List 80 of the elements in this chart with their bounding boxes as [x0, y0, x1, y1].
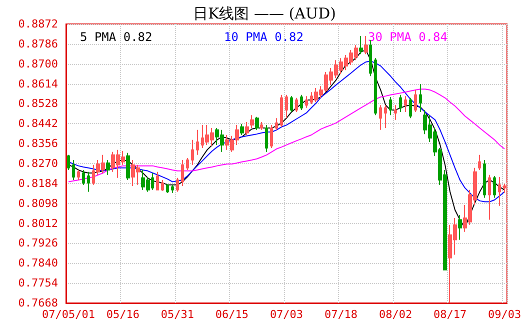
y-tick-label: 0.8700	[18, 57, 58, 70]
candlestick	[166, 184, 169, 194]
y-tick-label: 0.8356	[18, 137, 58, 150]
text: 5 PMA 0.82	[80, 30, 152, 44]
y-tick-label: 0.8184	[18, 176, 58, 190]
x-tick-label: 08/02	[378, 308, 412, 321]
candlestick	[404, 96, 407, 113]
candlestick	[270, 124, 273, 148]
y-tick-label: 0.8442	[18, 117, 58, 130]
candlestick	[255, 116, 259, 130]
candlestick	[458, 214, 462, 240]
text: 10 PMA 0.82	[224, 30, 304, 44]
x-tick-label: 06/15	[215, 308, 249, 321]
candlestick	[359, 36, 363, 55]
candlestick	[305, 96, 308, 108]
y-tick-label: 0.7840	[18, 256, 58, 270]
x-tick-label: 07/05/01	[42, 308, 95, 321]
candlestick	[126, 152, 130, 180]
text: 30 PMA 0.84	[368, 30, 448, 44]
candlestick	[364, 36, 368, 55]
x-tick-label: 07/18	[324, 308, 358, 321]
y-tick-label: 0.8786	[18, 37, 58, 50]
y-tick-label: 0.7754	[18, 276, 58, 290]
candlestick	[186, 157, 189, 170]
candlestick	[384, 104, 387, 129]
candlestick	[196, 129, 199, 156]
candlestick	[265, 124, 268, 152]
line-series	[68, 49, 506, 228]
line-series	[68, 60, 506, 202]
candlestick	[399, 94, 402, 113]
candlestick	[87, 171, 90, 192]
candlestick	[72, 160, 75, 180]
candlestick	[478, 154, 481, 170]
candlestick	[503, 183, 506, 194]
candlestick	[374, 58, 377, 116]
candlestick	[488, 174, 491, 220]
candlestick	[379, 104, 382, 130]
y-tick-label: 0.8098	[18, 196, 58, 210]
candlestick	[483, 160, 486, 198]
candlestick	[493, 176, 496, 198]
candlestick	[409, 97, 412, 119]
x-tick-label: 09/03	[488, 308, 522, 321]
y-tick-label: 0.7926	[18, 236, 58, 250]
y-tick-label: 0.8528	[18, 97, 58, 110]
candlestick	[181, 160, 184, 186]
y-tick-label: 0.8270	[18, 157, 58, 170]
candlestick	[290, 96, 293, 113]
candlestick	[67, 154, 70, 170]
candlestick	[394, 104, 397, 120]
y-tick-label: 0.8012	[18, 216, 58, 230]
candlestick	[176, 177, 179, 192]
candlestick	[161, 179, 164, 192]
x-tick-label: 08/17	[433, 308, 467, 321]
candlestick	[285, 94, 288, 119]
candlestick	[250, 114, 254, 129]
candlestick	[280, 94, 283, 128]
x-tick-label: 07/03	[270, 308, 304, 321]
candlestick	[77, 169, 80, 180]
y-tick-label: 0.7668	[18, 296, 58, 310]
line-series	[68, 88, 506, 182]
chart-title: 日K线图 —— (AUD)	[193, 4, 336, 22]
candlestick	[245, 122, 249, 136]
candlestick	[191, 139, 194, 166]
y-tick-label: 0.8614	[18, 77, 58, 90]
y-tick-label: 0.8872	[18, 18, 58, 30]
candlestick	[156, 171, 159, 190]
candlestick	[82, 169, 85, 186]
candlestick	[260, 122, 263, 130]
candlestick	[419, 84, 422, 113]
x-tick-label: 05/31	[160, 308, 194, 321]
candlestick	[295, 97, 298, 113]
candlestick	[275, 118, 278, 130]
candlestick	[240, 123, 244, 136]
x-tick-label: 05/16	[106, 308, 140, 321]
candlestick	[498, 176, 501, 206]
candlestick	[106, 160, 110, 176]
candlestick	[389, 96, 392, 116]
candlestick	[171, 184, 174, 194]
candlestick	[414, 90, 417, 113]
candlestick	[300, 94, 303, 110]
